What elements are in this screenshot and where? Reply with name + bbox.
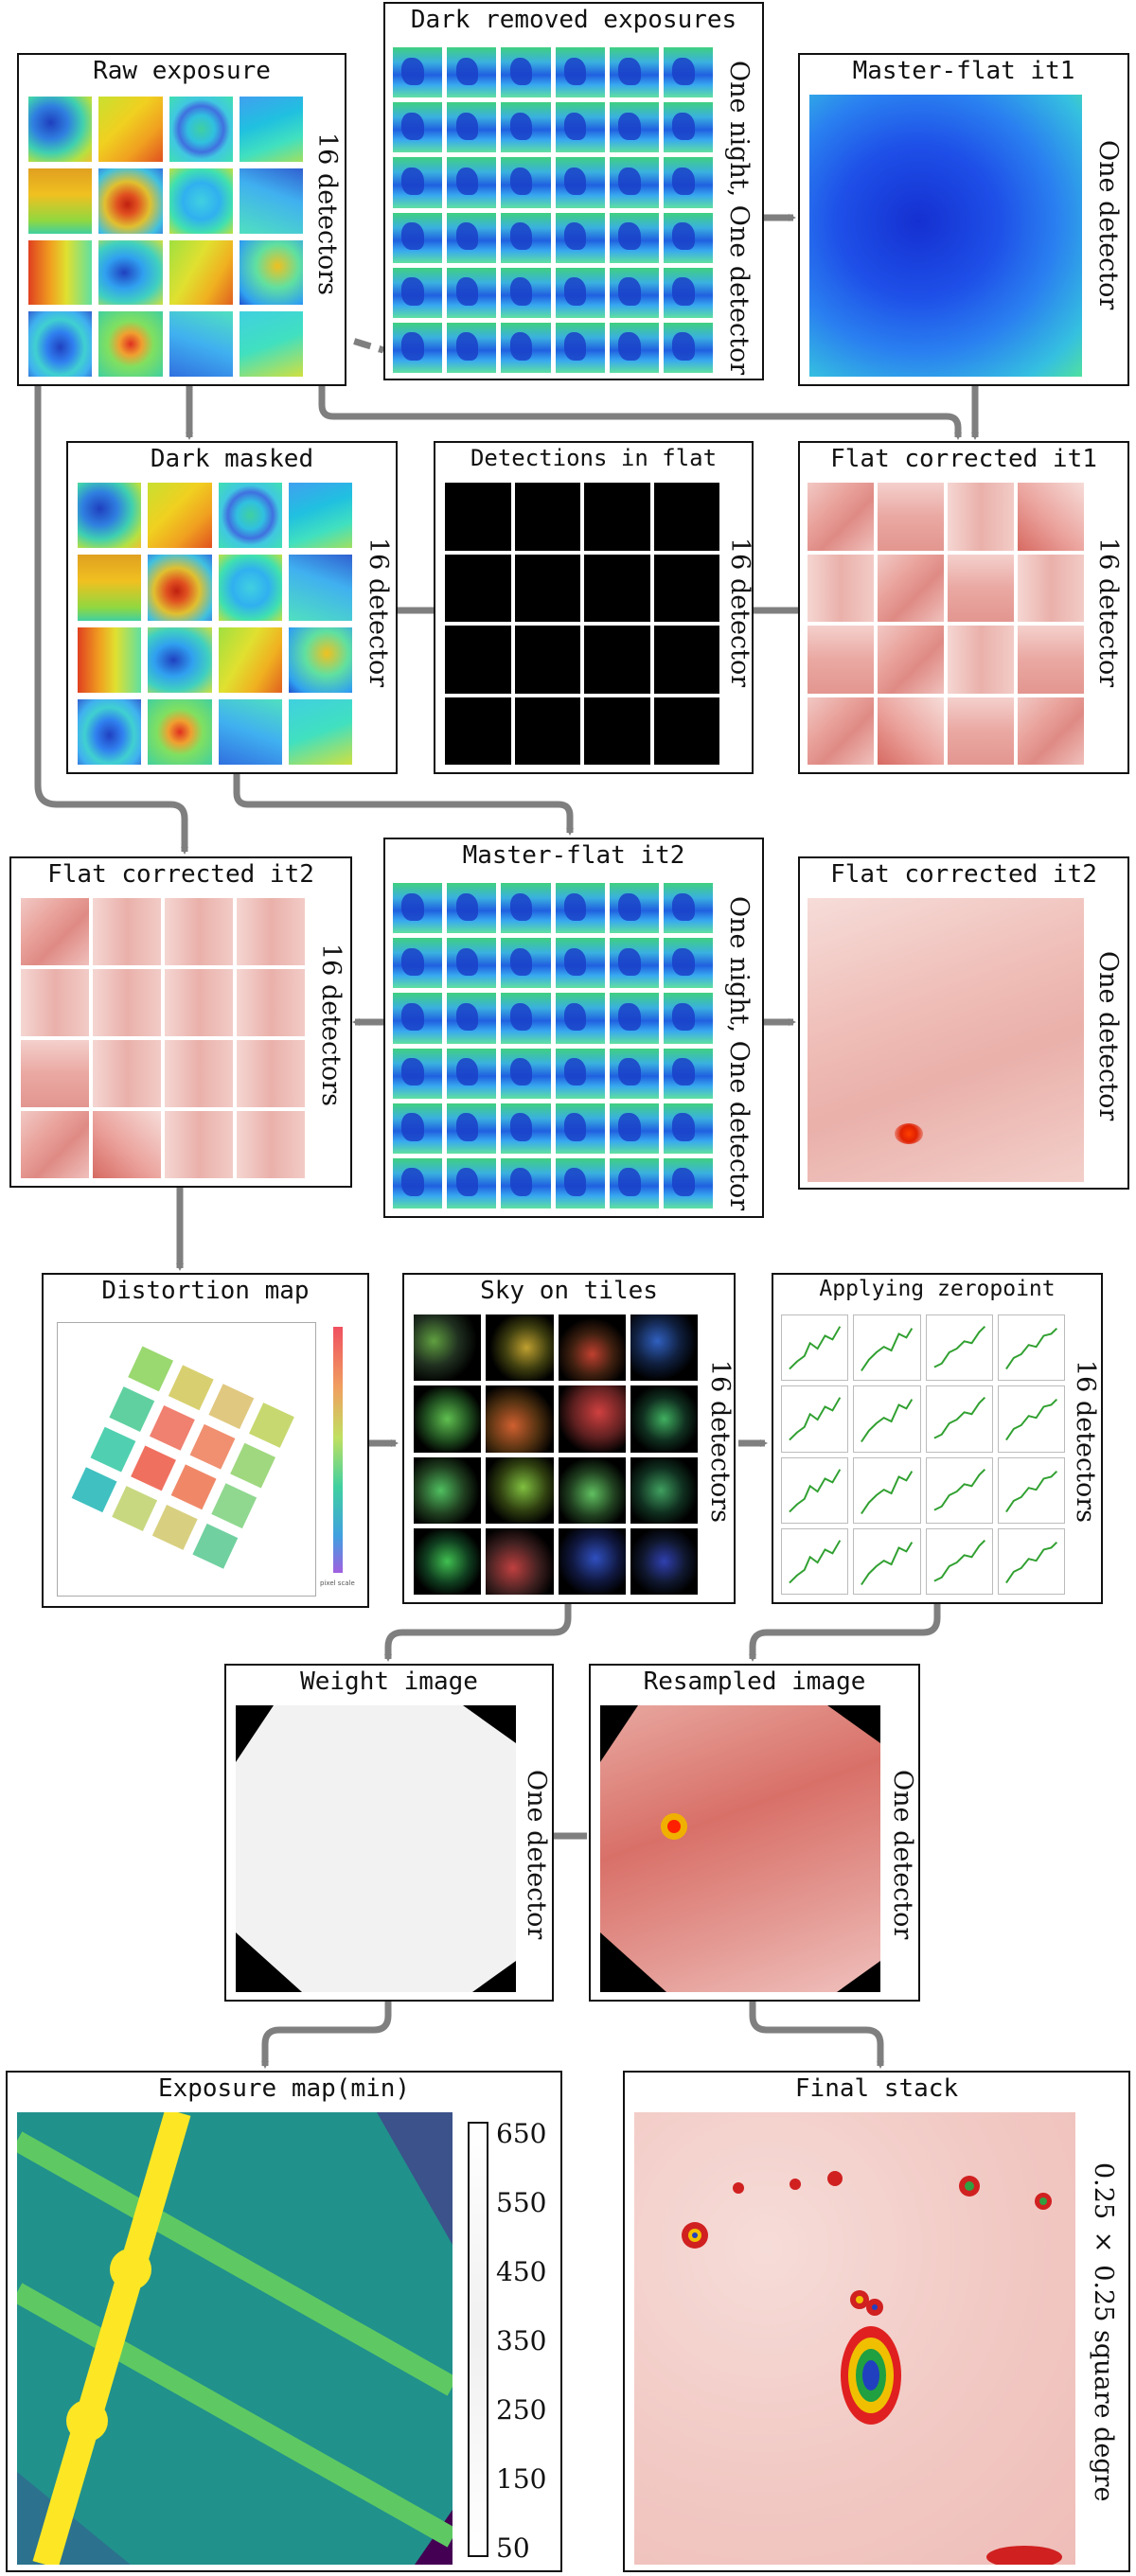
dark-masked-panel: Dark masked 16 detector bbox=[66, 441, 398, 774]
flat-corrected-it2-image bbox=[808, 898, 1084, 1182]
resampled-image bbox=[600, 1705, 880, 1992]
distortion-map-plot bbox=[57, 1322, 316, 1597]
final-stack-image bbox=[634, 2112, 1075, 2565]
sky-on-tiles-panel: Sky on tiles 16 detectors bbox=[402, 1273, 736, 1604]
raw-tile bbox=[239, 311, 303, 377]
colorbar-tick-label: 650 bbox=[496, 2118, 547, 2149]
raw-tile bbox=[98, 311, 163, 377]
dark-masked-title: Dark masked bbox=[150, 445, 314, 473]
raw-tile bbox=[98, 168, 163, 234]
exposure-map-stripes bbox=[17, 2112, 453, 2565]
master-flat-it2-title: Master-flat it2 bbox=[462, 841, 685, 870]
final-stack-panel: Final stack 0.25 × 0.25 square degre bbox=[623, 2071, 1130, 2572]
sky-tiles-grid bbox=[414, 1314, 698, 1595]
raw-exposure-side-label: 16 detectors bbox=[312, 132, 342, 296]
resampled-image-panel: Resampled image One detector bbox=[589, 1664, 920, 2002]
exposure-map-panel: Exposure map(min) 650 550 450 350 250 15… bbox=[6, 2071, 562, 2572]
flat-corrected-it2-single-side-label: One detector bbox=[1093, 951, 1123, 1121]
detections-side-label: 16 detector bbox=[725, 538, 754, 688]
distortion-map-title: Distortion map bbox=[101, 1277, 310, 1305]
colorbar-tick-label: 50 bbox=[496, 2532, 530, 2564]
weight-image bbox=[236, 1705, 516, 1992]
detections-title: Detections in flat bbox=[470, 445, 718, 471]
raw-tile bbox=[169, 97, 233, 162]
distortion-colorbar bbox=[333, 1327, 343, 1573]
detections-panel: Detections in flat 16 detector bbox=[434, 441, 754, 774]
raw-tile bbox=[28, 168, 93, 234]
resampled-image-title: Resampled image bbox=[643, 1667, 866, 1696]
distortion-colorbar-label: pixel scale bbox=[320, 1579, 355, 1587]
zeropoint-side-label: 16 detectors bbox=[1071, 1360, 1100, 1524]
flat-corrected-it2-grid-panel: Flat corrected it2 16 detectors bbox=[9, 856, 352, 1188]
final-stack-sources bbox=[682, 2171, 1062, 2565]
exposure-map-title: Exposure map(min) bbox=[157, 2074, 411, 2103]
raw-tile bbox=[98, 239, 163, 306]
colorbar-tick-label: 350 bbox=[496, 2325, 547, 2356]
master-flat-it1-image bbox=[809, 95, 1082, 377]
master-flat-it2-panel: Master-flat it2 One night, One detector bbox=[383, 838, 764, 1218]
raw-tile bbox=[28, 239, 93, 306]
raw-tile bbox=[169, 168, 233, 234]
dark-masked-side-label: 16 detector bbox=[364, 538, 393, 688]
exposure-map-colorbar-ticks: 650 550 450 350 250 150 50 bbox=[496, 2118, 559, 2564]
flat-corrected-it1-panel: Flat corrected it1 16 detector bbox=[798, 441, 1129, 774]
flat-corrected-it2-single-title: Flat corrected it2 bbox=[830, 860, 1097, 889]
exposure-map-colorbar bbox=[468, 2122, 488, 2557]
raw-tile bbox=[239, 168, 303, 234]
weight-image-mask bbox=[236, 1705, 516, 1992]
resampled-image-mask bbox=[600, 1705, 880, 1992]
dark-removed-title: Dark removed exposures bbox=[410, 6, 737, 34]
master-flat-it1-panel: Master-flat it1 One detector bbox=[798, 53, 1129, 386]
raw-tile bbox=[169, 311, 233, 377]
colorbar-tick-label: 550 bbox=[496, 2187, 547, 2218]
distortion-map-panel: Distortion map pixel scale bbox=[42, 1273, 369, 1608]
distortion-tiles bbox=[71, 1346, 294, 1569]
raw-exposure-title: Raw exposure bbox=[93, 57, 271, 85]
flat-corrected-it1-title: Flat corrected it1 bbox=[830, 445, 1097, 473]
bright-source bbox=[895, 1123, 923, 1144]
zeropoint-grid bbox=[781, 1314, 1065, 1595]
sky-on-tiles-title: Sky on tiles bbox=[480, 1277, 658, 1305]
weight-image-title: Weight image bbox=[300, 1667, 478, 1696]
flat-corrected-it2-grid bbox=[21, 898, 305, 1178]
raw-detector-grid bbox=[28, 97, 303, 377]
sky-on-tiles-side-label: 16 detectors bbox=[705, 1360, 735, 1524]
flat-corrected-it2-single-panel: Flat corrected it2 One detector bbox=[798, 856, 1129, 1190]
colorbar-tick-label: 250 bbox=[496, 2394, 547, 2426]
zeropoint-panel: Applying zeropoint 16 detectors bbox=[772, 1273, 1103, 1604]
flat-corrected-it2-grid-side-label: 16 detectors bbox=[316, 944, 346, 1107]
dark-removed-grid bbox=[393, 47, 713, 373]
final-stack-side-label: 0.25 × 0.25 square degre bbox=[1089, 2162, 1118, 2502]
weight-image-side-label: One detector bbox=[522, 1770, 551, 1940]
dark-removed-side-label: One night, One detector bbox=[724, 61, 754, 376]
final-stack-title: Final stack bbox=[794, 2074, 959, 2103]
flat-corrected-it1-grid bbox=[808, 483, 1084, 765]
raw-exposure-panel: Raw exposure 16 detectors bbox=[17, 53, 346, 386]
raw-tile bbox=[169, 239, 233, 306]
zeropoint-title: Applying zeropoint bbox=[819, 1277, 1056, 1301]
master-flat-it2-grid bbox=[393, 883, 713, 1209]
detections-grid bbox=[445, 483, 719, 765]
resampled-image-side-label: One detector bbox=[888, 1770, 917, 1940]
raw-tile bbox=[28, 311, 93, 377]
flat-corrected-it2-grid-title: Flat corrected it2 bbox=[47, 860, 314, 889]
colorbar-tick-label: 150 bbox=[496, 2463, 547, 2495]
dark-masked-grid bbox=[78, 483, 352, 765]
weight-image-panel: Weight image One detector bbox=[224, 1664, 554, 2002]
raw-tile bbox=[239, 239, 303, 306]
master-flat-it2-side-label: One night, One detector bbox=[724, 896, 754, 1211]
raw-tile bbox=[98, 97, 163, 162]
exposure-map-image bbox=[17, 2112, 453, 2565]
raw-tile bbox=[28, 97, 93, 162]
master-flat-it1-side-label: One detector bbox=[1093, 140, 1123, 310]
colorbar-tick-label: 450 bbox=[496, 2256, 547, 2287]
raw-tile bbox=[239, 97, 303, 162]
dark-removed-panel: Dark removed exposures One night, One de… bbox=[383, 2, 764, 380]
master-flat-it1-title: Master-flat it1 bbox=[852, 57, 1075, 85]
flat-corrected-it1-side-label: 16 detector bbox=[1093, 538, 1123, 688]
